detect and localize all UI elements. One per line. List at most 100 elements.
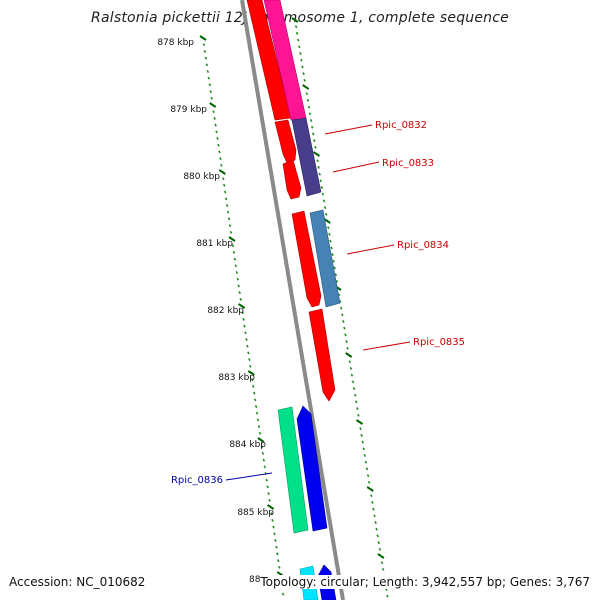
right-minor-tick xyxy=(357,413,360,417)
right-minor-tick xyxy=(316,159,319,163)
right-minor-tick xyxy=(349,366,353,370)
gene-arrow-steel[interactable] xyxy=(309,209,341,308)
right-minor-tick xyxy=(340,313,344,317)
right-minor-tick xyxy=(365,467,369,471)
right-minor-tick xyxy=(321,192,325,196)
left-minor-tick xyxy=(281,592,285,596)
left-minor-tick xyxy=(244,331,247,335)
left-minor-tick xyxy=(276,552,279,556)
right-minor-tick xyxy=(333,266,337,270)
right-minor-tick xyxy=(305,92,309,96)
accession-text: Accession: NC_010682 xyxy=(9,575,146,589)
right-minor-tick xyxy=(377,541,381,545)
left-minor-tick xyxy=(214,123,217,127)
left-major-tick xyxy=(257,437,265,443)
left-minor-tick xyxy=(233,257,237,261)
connector-rpic-0833 xyxy=(332,161,380,173)
gene-label-connectors xyxy=(225,124,411,481)
gene-arrow-rpic-0833[interactable] xyxy=(282,159,302,200)
left-minor-tick xyxy=(253,398,257,402)
bp-label-883: 883 kbp xyxy=(218,373,255,383)
bp-label-885: 885 kbp xyxy=(237,508,274,518)
right-major-tick xyxy=(323,218,331,224)
left-major-tick xyxy=(238,303,246,309)
right-major-tick xyxy=(345,352,353,358)
right-major-tick xyxy=(302,84,310,90)
left-minor-tick xyxy=(254,405,258,408)
left-minor-tick xyxy=(239,297,243,301)
gene-arrow-rpic-0835[interactable] xyxy=(308,308,336,402)
left-minor-tick xyxy=(228,224,232,228)
left-minor-tick xyxy=(221,177,225,181)
map-title: Ralstonia pickettii 12J chromosome 1, co… xyxy=(91,10,509,26)
right-minor-tick xyxy=(310,125,314,129)
gene-label-rpic-0834[interactable]: Rpic_0834 xyxy=(397,240,449,251)
left-minor-tick xyxy=(238,291,242,295)
gene-arrow-rpic-0836[interactable] xyxy=(277,406,309,534)
left-minor-tick xyxy=(212,110,215,114)
left-minor-tick xyxy=(224,197,228,201)
left-minor-tick xyxy=(227,217,231,221)
right-minor-tick xyxy=(354,400,358,404)
right-minor-tick xyxy=(299,52,302,55)
gene-label-rpic-0836[interactable]: Rpic_0836 xyxy=(171,475,223,486)
right-minor-tick xyxy=(307,105,311,109)
left-minor-tick xyxy=(275,545,278,549)
right-minor-tick xyxy=(375,527,378,531)
left-minor-tick xyxy=(231,244,235,248)
right-minor-tick xyxy=(329,239,332,243)
right-minor-tick xyxy=(317,165,320,169)
right-minor-tick xyxy=(341,320,345,323)
right-minor-tick xyxy=(366,474,370,478)
gene-arrow-rpic-0832[interactable] xyxy=(274,119,297,164)
right-minor-tick xyxy=(331,253,334,256)
left-minor-tick xyxy=(272,525,275,529)
right-minor-tick xyxy=(301,65,304,69)
gene-label-rpic-0833[interactable]: Rpic_0833 xyxy=(382,158,434,169)
left-minor-tick xyxy=(243,324,246,328)
right-minor-tick xyxy=(348,360,352,364)
right-minor-tick xyxy=(335,279,339,283)
gene-arrow-slate[interactable] xyxy=(291,117,322,197)
right-minor-tick xyxy=(343,326,346,330)
left-minor-tick xyxy=(255,411,259,415)
left-minor-tick xyxy=(226,210,230,214)
left-major-tick xyxy=(218,169,226,175)
left-minor-tick xyxy=(263,465,267,469)
right-minor-tick xyxy=(351,380,355,384)
right-minor-tick xyxy=(296,38,300,42)
bp-label-878: 878 kbp xyxy=(157,38,194,48)
connector-rpic-0836 xyxy=(225,472,273,481)
right-minor-tick xyxy=(371,500,374,504)
gene-arrow-rpic-0834[interactable] xyxy=(291,210,322,308)
left-minor-tick xyxy=(261,451,265,455)
connector-rpic-0834 xyxy=(346,244,395,255)
right-minor-tick xyxy=(344,333,347,337)
right-minor-tick xyxy=(374,521,377,524)
right-minor-tick xyxy=(318,172,322,176)
right-minor-tick xyxy=(297,45,301,49)
right-minor-tick xyxy=(378,547,382,551)
left-minor-tick xyxy=(242,317,245,321)
gene-label-rpic-0835[interactable]: Rpic_0835 xyxy=(413,337,465,348)
left-minor-tick xyxy=(217,143,220,147)
connector-rpic-0832 xyxy=(324,124,373,135)
left-minor-tick xyxy=(248,364,252,368)
left-minor-tick xyxy=(246,344,249,348)
left-minor-tick xyxy=(251,384,255,388)
left-minor-tick xyxy=(205,63,209,67)
right-minor-tick xyxy=(306,98,310,102)
right-minor-tick xyxy=(353,393,357,397)
gene-label-rpic-0832[interactable]: Rpic_0832 xyxy=(375,120,427,131)
left-minor-tick xyxy=(232,250,236,254)
gene-arrow-blue[interactable] xyxy=(296,405,328,532)
left-minor-tick xyxy=(210,96,214,100)
right-minor-tick xyxy=(300,58,303,62)
bp-label-884: 884 kbp xyxy=(229,440,266,450)
bp-label-881: 881 kbp xyxy=(196,239,233,249)
left-minor-tick xyxy=(252,391,256,395)
left-minor-tick xyxy=(265,478,269,482)
left-minor-tick xyxy=(258,431,262,435)
right-minor-tick xyxy=(322,199,326,203)
